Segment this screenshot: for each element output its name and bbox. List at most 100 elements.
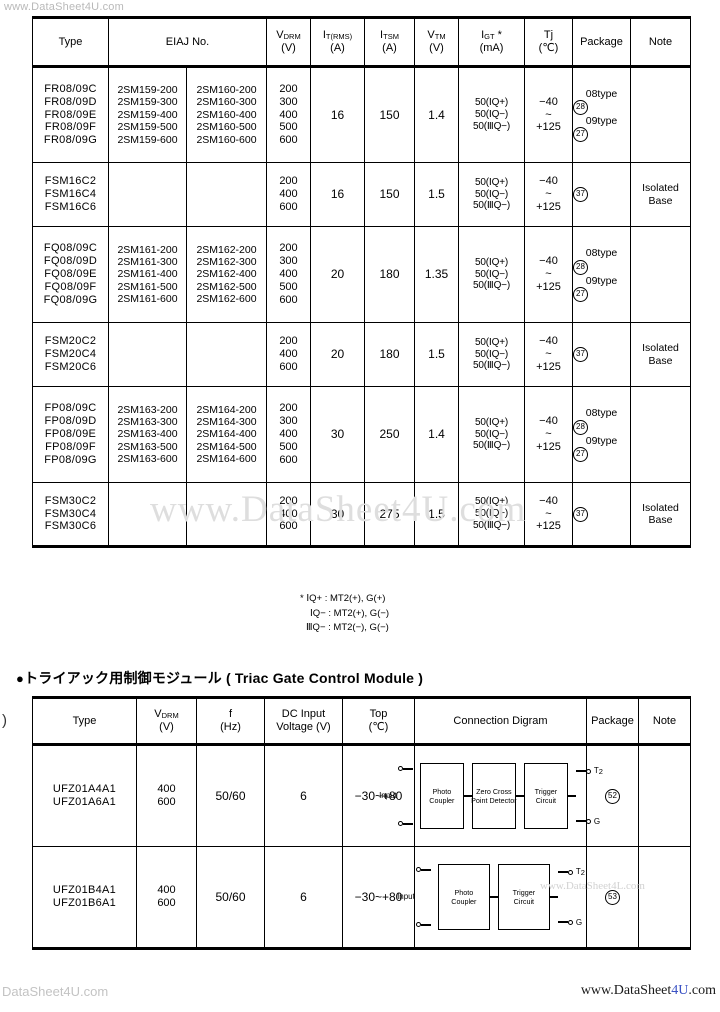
triac-col-header-diagram: Connection Digram <box>414 696 587 746</box>
igt-value: 50(ⅠQ−) <box>475 268 508 280</box>
cell-tj: −40 ~ +125 <box>524 482 573 548</box>
footnote-2: ⅠQ− : MT2(+), G(−) <box>310 607 390 619</box>
cell-eiaj-2 <box>186 322 267 387</box>
tj-value: −40 <box>539 335 558 348</box>
triac-type-label: UFZ01B6A1 <box>52 897 117 909</box>
igt-value: 50(ⅢQ−) <box>473 120 510 132</box>
section-heading-text: トライアック用制御モジュール ( Triac Gate Control Modu… <box>24 670 424 686</box>
vtm-subscript: TM <box>434 32 446 42</box>
tj-value: ~ <box>545 348 552 361</box>
diagram-block: Zero Cross Point Detector <box>471 763 517 829</box>
diagram-input-label: Input <box>397 892 415 902</box>
igt-value: 50(ⅠQ+) <box>475 416 508 428</box>
cell-eiaj-1: 2SM163-200 2SM163-300 2SM163-400 2SM163-500… <box>108 386 187 483</box>
igt-value: 50(ⅠQ+) <box>475 256 508 268</box>
triac-header-row: Type VDRM (V) f (Hz) DC Input Voltage (V… <box>32 696 691 746</box>
diagram-output-label-g: G <box>575 917 583 927</box>
igt-value: 50(ⅢQ−) <box>473 200 510 212</box>
vdrm-value: 600 <box>279 293 298 306</box>
vdrm-value: 200 <box>279 175 298 188</box>
diagram-output-label-g: G <box>593 816 601 826</box>
type-label: FQ08/09F <box>44 280 97 293</box>
cell-vtm: 1.35 <box>414 226 459 323</box>
diagram-block: Trigger Circuit <box>523 763 568 829</box>
triac-vdrm-value: 400 <box>157 783 176 796</box>
vtm-unit: (V) <box>429 42 444 54</box>
cell-vtm: 1.5 <box>414 322 459 387</box>
table-row: FR08/09C FR08/09D FR08/09E FR08/09F FR08/09G… <box>32 66 691 163</box>
triac-cell-note <box>638 744 691 847</box>
triac-module-table: Type VDRM (V) f (Hz) DC Input Voltage (V… <box>32 696 691 950</box>
cell-vtm: 1.4 <box>414 386 459 483</box>
vdrm-value: 400 <box>279 268 298 281</box>
vdrm-value: 600 <box>279 134 298 147</box>
igt-value: 50(ⅠQ−) <box>475 508 508 520</box>
diagram-input-label: Input <box>379 791 397 801</box>
col-header-tj: Tj (℃) <box>524 16 573 68</box>
top-unit: (℃) <box>368 721 389 733</box>
tj-value: −40 <box>539 494 558 507</box>
cell-type: FR08/09C FR08/09D FR08/09E FR08/09F FR08/09G <box>32 66 109 163</box>
igt-value: 50(ⅢQ−) <box>473 280 510 292</box>
cell-itrms: 20 <box>310 322 365 387</box>
package-circle-wrap: 27 <box>573 446 630 462</box>
vdrm-value: 300 <box>279 415 298 428</box>
cell-igt: 50(ⅠQ+) 50(ⅠQ−) 50(ⅢQ−) <box>458 162 525 227</box>
itrms-unit: (A) <box>330 42 345 54</box>
cell-vtm: 1.4 <box>414 66 459 163</box>
eiaj-number: 2SM160-200 <box>196 84 257 97</box>
frequency-symbol: f <box>228 708 233 721</box>
table-row: FSM30C2 FSM30C4 FSM30C6 200 400 600 30 275 1… <box>32 482 691 548</box>
cell-vdrm: 200 400 600 <box>266 162 311 227</box>
triac-cell-note <box>638 846 691 950</box>
tj-value: +125 <box>536 520 561 533</box>
type-label: FR08/09G <box>43 134 98 147</box>
dc-input-line2: Voltage (V) <box>276 721 331 733</box>
package-circle-wrap: 28 <box>573 259 630 275</box>
triac-vdrm-value: 600 <box>157 897 176 909</box>
note-line: Base <box>648 354 673 367</box>
package-circle-number: 28 <box>573 259 588 275</box>
cell-package: 08type 28 09type 27 <box>572 226 631 323</box>
cell-igt: 50(ⅠQ+) 50(ⅠQ−) 50(ⅢQ−) <box>458 322 525 387</box>
tj-value: ~ <box>545 507 552 520</box>
cell-type: FSM16C2 FSM16C4 FSM16C6 <box>32 162 109 227</box>
triac-table-row: UFZ01B4A1 UFZ01B6A1 400 600 50/60 6 −30~+8… <box>32 846 691 950</box>
cell-eiaj-2 <box>186 482 267 548</box>
tj-value: +125 <box>536 360 561 373</box>
igt-symbol: I <box>481 29 485 42</box>
vdrm-value: 200 <box>279 335 298 348</box>
triac-cell-dc-input: 6 <box>264 744 343 847</box>
output-terminal-icon <box>567 919 573 925</box>
table-row: FP08/09C FP08/09D FP08/09E FP08/09F FP08/09G… <box>32 386 691 483</box>
package-type-label: 08type <box>585 247 618 260</box>
package-circle-number: 37 <box>573 347 588 362</box>
tj-value: ~ <box>545 428 552 441</box>
vdrm-value: 600 <box>279 520 298 533</box>
cell-itsm: 150 <box>364 66 415 163</box>
cell-eiaj-2: 2SM164-200 2SM164-300 2SM164-400 2SM164-500… <box>186 386 267 483</box>
tj-value: ~ <box>545 268 552 281</box>
diagram-output-label-t2: T2 <box>593 766 603 776</box>
triac-col-header-vdrm: VDRM (V) <box>136 696 197 746</box>
triac-col-header-dc-input: DC Input Voltage (V) <box>264 696 343 746</box>
triac-cell-frequency: 50/60 <box>196 846 265 950</box>
eiaj-number: 2SM159-400 <box>117 108 178 121</box>
type-label: FP08/09C <box>44 402 97 415</box>
triac-type-label: UFZ01A6A1 <box>52 796 117 808</box>
igt-value: 50(ⅠQ−) <box>475 109 508 121</box>
itrms-symbol: I <box>322 29 326 42</box>
package-circle-number: 27 <box>573 446 588 462</box>
cell-type: FQ08/09C FQ08/09D FQ08/09E FQ08/09F FQ08/09G <box>32 226 109 323</box>
cell-itrms: 30 <box>310 386 365 483</box>
eiaj-number: 2SM162-600 <box>196 293 257 306</box>
top-symbol: Top <box>369 708 388 721</box>
eiaj-number: 2SM161-600 <box>117 293 178 306</box>
eiaj-number: 2SM161-300 <box>117 255 178 268</box>
triac-vdrm-subscript: DRM <box>161 711 179 721</box>
col-header-type: Type <box>32 16 109 68</box>
col-header-vtm: VTM (V) <box>414 16 459 68</box>
type-label: FSM20C6 <box>44 360 97 373</box>
triac-vdrm-symbol: V <box>154 708 162 721</box>
diagram-wire <box>567 795 576 797</box>
